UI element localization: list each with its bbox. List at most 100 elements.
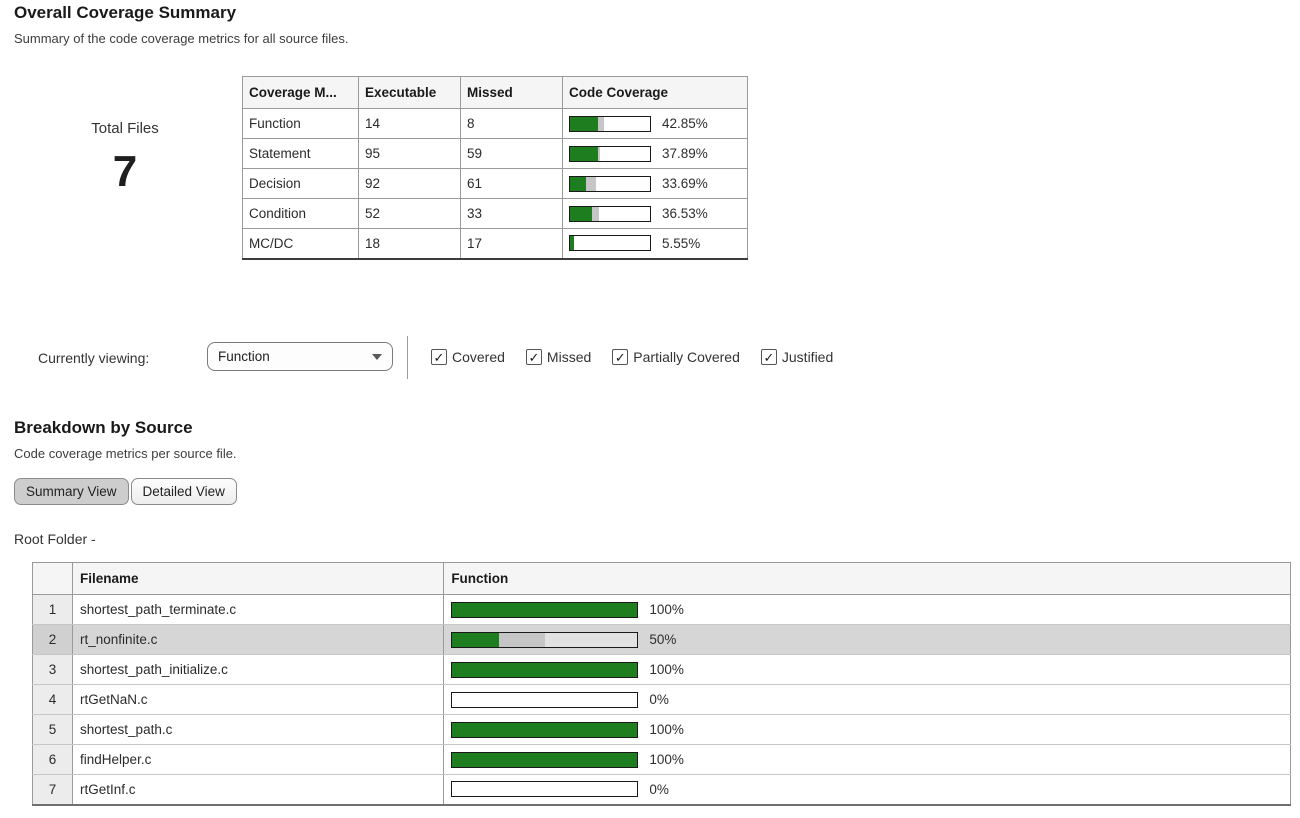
coverage-bar-covered-segment bbox=[452, 752, 638, 767]
summary-cell-missed: 33 bbox=[460, 198, 563, 229]
coverage-percent-label: 5.55% bbox=[662, 235, 701, 251]
breakdown-table-row[interactable]: 6 findHelper.c 100% bbox=[31, 744, 1291, 775]
coverage-percent-label: 100% bbox=[649, 722, 684, 737]
overall-summary-title: Overall Coverage Summary bbox=[14, 3, 237, 22]
coverage-bar-covered-segment bbox=[452, 662, 638, 677]
coverage-percent-label: 100% bbox=[649, 602, 684, 617]
coverage-bar-track bbox=[569, 205, 651, 222]
breakdown-cell-index: 2 bbox=[31, 624, 74, 655]
breakdown-cell-index: 6 bbox=[31, 744, 74, 775]
summary-cell-metric: MC/DC bbox=[242, 228, 359, 259]
coverage-percent-label: 0% bbox=[649, 692, 669, 707]
coverage-bar: 100% bbox=[451, 721, 1283, 738]
total-files-label: Total Files bbox=[91, 120, 159, 137]
summary-cell-missed: 59 bbox=[460, 138, 563, 169]
breakdown-cell-function-coverage: 100% bbox=[443, 744, 1291, 775]
summary-cell-executable: 14 bbox=[358, 108, 461, 139]
coverage-bar: 100% bbox=[451, 601, 1283, 618]
checkbox-justified[interactable]: ✓ bbox=[760, 349, 777, 365]
coverage-bar-covered-segment bbox=[570, 176, 586, 191]
summary-cell-coverage: 42.85% bbox=[562, 108, 748, 139]
coverage-bar-covered-segment bbox=[452, 632, 499, 647]
coverage-bar-track bbox=[451, 601, 639, 618]
filter-checkbox-item[interactable]: ✓ Missed bbox=[525, 349, 591, 365]
breakdown-cell-index: 7 bbox=[31, 774, 74, 805]
metric-dropdown[interactable]: Function bbox=[207, 342, 393, 371]
breakdown-cell-filename: rt_nonfinite.c bbox=[72, 624, 445, 655]
summary-header-row: Coverage M... Executable Missed Code Cov… bbox=[242, 76, 748, 109]
summary-cell-coverage: 5.55% bbox=[562, 228, 748, 259]
coverage-bar-track bbox=[451, 631, 639, 648]
coverage-percent-label: 36.53% bbox=[662, 206, 708, 221]
breakdown-cell-filename: rtGetNaN.c bbox=[72, 684, 445, 715]
summary-header-missed: Missed bbox=[460, 76, 563, 109]
coverage-bar-covered-segment bbox=[452, 602, 638, 617]
chevron-down-icon bbox=[372, 353, 382, 360]
breakdown-table-row[interactable]: 7 rtGetInf.c 0% bbox=[31, 774, 1291, 805]
root-folder-label: Root Folder - bbox=[14, 531, 96, 547]
coverage-bar-covered-segment bbox=[570, 206, 592, 221]
view-button-detailed-view[interactable]: Detailed View bbox=[130, 478, 237, 505]
view-button-summary-view[interactable]: Summary View bbox=[14, 478, 129, 505]
breakdown-table-row[interactable]: 5 shortest_path.c 100% bbox=[31, 714, 1291, 745]
filter-checkbox-item[interactable]: ✓ Covered bbox=[431, 349, 505, 365]
breakdown-header-index bbox=[31, 562, 74, 595]
summary-cell-metric: Decision bbox=[242, 168, 359, 199]
summary-cell-executable: 95 bbox=[358, 138, 461, 169]
checkbox-missed[interactable]: ✓ bbox=[525, 349, 542, 365]
coverage-bar-track bbox=[451, 691, 639, 708]
checkbox-label: Partially Covered bbox=[633, 349, 740, 365]
coverage-bar: 0% bbox=[451, 781, 1283, 798]
breakdown-table-row[interactable]: 4 rtGetNaN.c 0% bbox=[31, 684, 1291, 715]
checkbox-covered[interactable]: ✓ bbox=[431, 349, 447, 365]
breakdown-cell-index: 5 bbox=[31, 714, 74, 745]
summary-cell-coverage: 37.89% bbox=[562, 138, 748, 169]
coverage-bar: 0% bbox=[451, 691, 1283, 708]
coverage-percent-label: 37.89% bbox=[662, 146, 708, 161]
checkbox-partially-covered[interactable]: ✓ bbox=[612, 349, 629, 365]
coverage-bar-track bbox=[569, 175, 651, 192]
coverage-percent-label: 100% bbox=[649, 662, 684, 677]
viewer-divider bbox=[407, 336, 408, 379]
summary-cell-metric: Function bbox=[242, 108, 359, 139]
breakdown-header-row: Filename Function bbox=[31, 562, 1291, 595]
filter-checkbox-item[interactable]: ✓ Justified bbox=[760, 349, 834, 365]
coverage-bar-track bbox=[569, 145, 651, 162]
coverage-bar-covered-segment bbox=[570, 236, 574, 251]
coverage-bar-partial-segment bbox=[591, 206, 599, 221]
summary-header-metric: Coverage M... bbox=[242, 76, 359, 109]
breakdown-cell-index: 4 bbox=[31, 684, 74, 715]
breakdown-subtitle: Code coverage metrics per source file. bbox=[14, 446, 237, 461]
breakdown-table: Filename Function 1 shortest_path_termina… bbox=[31, 562, 1291, 806]
coverage-bar-partial-segment bbox=[498, 632, 545, 647]
coverage-bar-partial-segment bbox=[598, 146, 600, 161]
breakdown-cell-index: 3 bbox=[31, 654, 74, 685]
currently-viewing-label: Currently viewing: bbox=[38, 350, 150, 366]
summary-header-code-coverage: Code Coverage bbox=[562, 76, 748, 109]
coverage-bar-track bbox=[451, 751, 639, 768]
breakdown-cell-function-coverage: 50% bbox=[443, 624, 1291, 655]
coverage-bar: 100% bbox=[451, 751, 1283, 768]
coverage-bar-track bbox=[451, 721, 639, 738]
coverage-bar-track bbox=[569, 235, 651, 252]
total-files-value: 7 bbox=[112, 147, 138, 196]
filter-checkbox-item[interactable]: ✓ Partially Covered bbox=[612, 349, 740, 365]
coverage-bar-partial-segment bbox=[598, 116, 604, 131]
summary-cell-missed: 8 bbox=[460, 108, 563, 139]
breakdown-cell-function-coverage: 100% bbox=[443, 714, 1291, 745]
summary-table-row: Condition 52 33 36.53% bbox=[242, 198, 748, 229]
summary-cell-coverage: 36.53% bbox=[562, 198, 748, 229]
coverage-filter-checkboxes: ✓ Covered ✓ Missed ✓ Partially Covered ✓ Justif… bbox=[431, 349, 854, 365]
breakdown-table-row[interactable]: 2 rt_nonfinite.c 50% bbox=[31, 624, 1291, 655]
breakdown-table-row[interactable]: 1 shortest_path_terminate.c 100% bbox=[31, 594, 1291, 625]
coverage-bar-track bbox=[451, 781, 639, 798]
summary-table-row: MC/DC 18 17 5.55% bbox=[242, 228, 748, 259]
checkbox-label: Justified bbox=[781, 349, 834, 365]
coverage-bar-partial-segment bbox=[586, 176, 597, 191]
coverage-bar: 37.89% bbox=[569, 145, 741, 162]
coverage-percent-label: 0% bbox=[649, 781, 669, 797]
coverage-bar: 33.69% bbox=[569, 175, 741, 192]
breakdown-cell-function-coverage: 100% bbox=[443, 594, 1291, 625]
breakdown-table-row[interactable]: 3 shortest_path_initialize.c 100% bbox=[31, 654, 1291, 685]
breakdown-title: Breakdown by Source bbox=[14, 418, 193, 437]
